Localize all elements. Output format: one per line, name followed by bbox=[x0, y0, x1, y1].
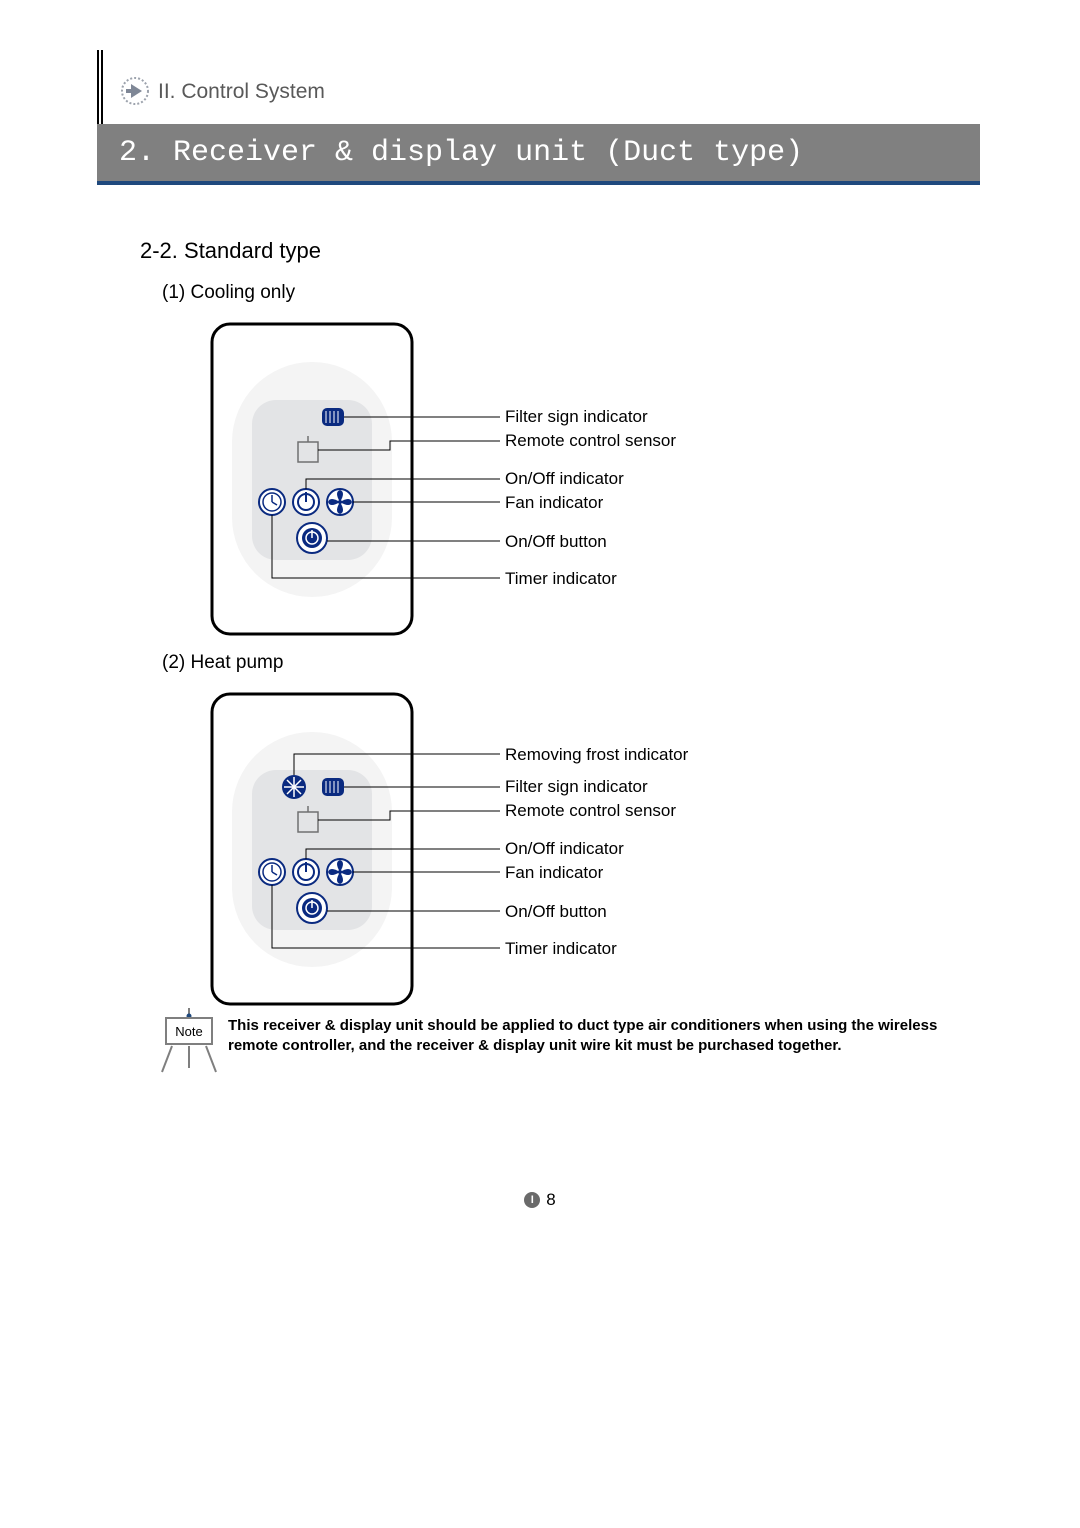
label-frost: Removing frost indicator bbox=[505, 745, 688, 765]
fan-indicator-icon bbox=[327, 489, 353, 515]
diagram-heatpump-svg bbox=[210, 692, 710, 1022]
label-fan: Fan indicator bbox=[505, 493, 603, 513]
note-label: Note bbox=[175, 1024, 202, 1039]
page-footer: I 8 bbox=[0, 1190, 1080, 1210]
onoff-indicator-icon bbox=[293, 489, 319, 515]
diagram-cooling-svg bbox=[210, 322, 710, 652]
label-sensor: Remote control sensor bbox=[505, 431, 676, 451]
onoff-indicator-icon bbox=[293, 859, 319, 885]
subsection-title: 2-2. Standard type bbox=[140, 238, 980, 264]
content: 2-2. Standard type (1) Cooling only bbox=[140, 230, 980, 1022]
label-onoff-button: On/Off button bbox=[505, 532, 607, 552]
easel-icon: Note bbox=[158, 1006, 220, 1076]
label-sensor: Remote control sensor bbox=[505, 801, 676, 821]
fan-indicator-icon bbox=[327, 859, 353, 885]
item-title-heatpump: (2) Heat pump bbox=[162, 652, 980, 674]
section-banner-title: 2. Receiver & display unit (Duct type) bbox=[119, 136, 803, 170]
label-filter: Filter sign indicator bbox=[505, 777, 648, 797]
frost-indicator-icon bbox=[282, 775, 306, 799]
diagram-cooling: Filter sign indicator Remote control sen… bbox=[210, 322, 970, 652]
arrow-right-icon bbox=[120, 76, 150, 106]
label-onoff-indicator: On/Off indicator bbox=[505, 839, 624, 859]
section-banner-underline bbox=[97, 181, 980, 185]
label-fan: Fan indicator bbox=[505, 863, 603, 883]
timer-indicator-icon bbox=[259, 859, 285, 885]
page-number: 8 bbox=[546, 1190, 555, 1210]
label-onoff-button: On/Off button bbox=[505, 902, 607, 922]
breadcrumb: II. Control System bbox=[158, 80, 325, 104]
page: II. Control System 2. Receiver & display… bbox=[0, 0, 1080, 1528]
label-onoff-indicator: On/Off indicator bbox=[505, 469, 624, 489]
header-left-rule bbox=[97, 50, 103, 124]
diagram-heatpump: Removing frost indicator Filter sign ind… bbox=[210, 692, 970, 1022]
section-banner: 2. Receiver & display unit (Duct type) bbox=[97, 124, 980, 181]
onoff-button-icon bbox=[297, 523, 327, 553]
label-timer: Timer indicator bbox=[505, 939, 617, 959]
label-timer: Timer indicator bbox=[505, 569, 617, 589]
filter-icon bbox=[322, 778, 344, 796]
item-title-cooling: (1) Cooling only bbox=[162, 282, 980, 304]
chapter-bullet-icon: I bbox=[524, 1192, 540, 1208]
timer-indicator-icon bbox=[259, 489, 285, 515]
label-filter: Filter sign indicator bbox=[505, 407, 648, 427]
filter-icon bbox=[322, 408, 344, 426]
onoff-button-icon bbox=[297, 893, 327, 923]
note-text: This receiver & display unit should be a… bbox=[228, 1016, 968, 1057]
